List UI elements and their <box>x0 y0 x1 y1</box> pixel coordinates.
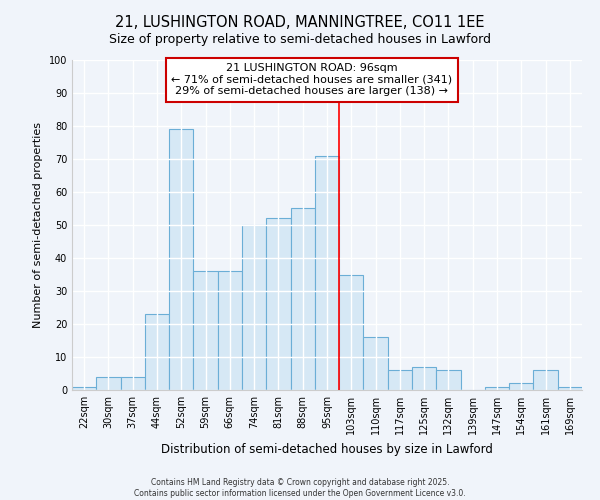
Bar <box>242 225 266 390</box>
Bar <box>509 384 533 390</box>
Bar <box>436 370 461 390</box>
Bar <box>339 274 364 390</box>
Bar <box>169 130 193 390</box>
Bar <box>218 271 242 390</box>
X-axis label: Distribution of semi-detached houses by size in Lawford: Distribution of semi-detached houses by … <box>161 442 493 456</box>
Bar <box>145 314 169 390</box>
Bar <box>485 386 509 390</box>
Bar <box>266 218 290 390</box>
Text: Size of property relative to semi-detached houses in Lawford: Size of property relative to semi-detach… <box>109 32 491 46</box>
Bar <box>388 370 412 390</box>
Bar <box>290 208 315 390</box>
Bar <box>533 370 558 390</box>
Y-axis label: Number of semi-detached properties: Number of semi-detached properties <box>33 122 43 328</box>
Bar <box>412 367 436 390</box>
Text: 21 LUSHINGTON ROAD: 96sqm
← 71% of semi-detached houses are smaller (341)
29% of: 21 LUSHINGTON ROAD: 96sqm ← 71% of semi-… <box>171 64 452 96</box>
Text: Contains HM Land Registry data © Crown copyright and database right 2025.
Contai: Contains HM Land Registry data © Crown c… <box>134 478 466 498</box>
Text: 21, LUSHINGTON ROAD, MANNINGTREE, CO11 1EE: 21, LUSHINGTON ROAD, MANNINGTREE, CO11 1… <box>115 15 485 30</box>
Bar <box>193 271 218 390</box>
Bar <box>121 377 145 390</box>
Bar <box>96 377 121 390</box>
Bar <box>72 386 96 390</box>
Bar <box>558 386 582 390</box>
Bar <box>315 156 339 390</box>
Bar <box>364 337 388 390</box>
